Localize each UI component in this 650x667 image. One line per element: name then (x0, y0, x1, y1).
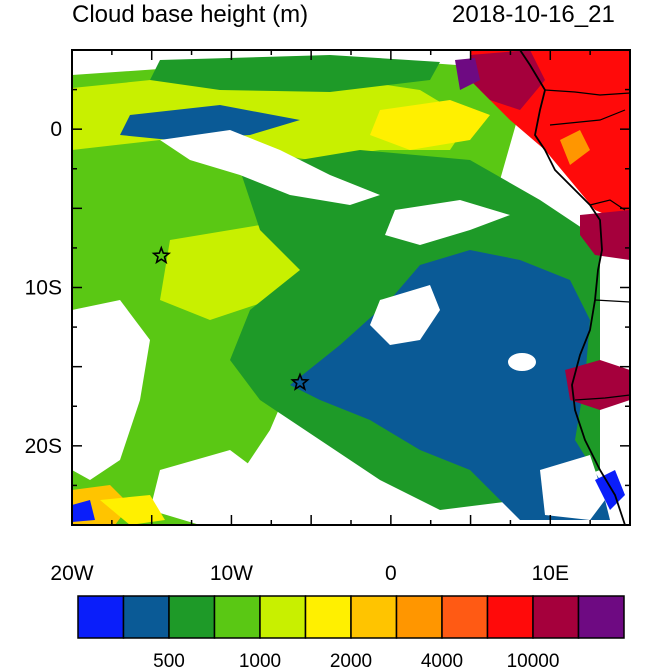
y-tick-label: 20S (25, 435, 62, 458)
axis-ticks: 20W 10W 0 10E 0 10S 20S (25, 49, 631, 585)
colorbar-swatch (168, 595, 216, 639)
colorbar-label: 2000 (330, 651, 372, 667)
star-marker-north (151, 245, 172, 265)
clear-sky-gap-central (385, 200, 510, 245)
colorbar-swatch (395, 595, 443, 639)
colorbar-swatch (441, 595, 489, 639)
x-tick-label: 20W (50, 562, 93, 585)
colorbar-swatch (259, 595, 307, 639)
colorbar: 500 1000 2000 4000 10000 (77, 595, 625, 667)
colorbar-swatch (304, 595, 352, 639)
markers-layer (151, 245, 310, 391)
land-top-cloud (455, 58, 480, 90)
land-mid-cloud (560, 130, 590, 165)
colorbar-swatch (122, 595, 170, 639)
map-title: Cloud base height (m) (72, 1, 309, 28)
colorbar-swatch (77, 595, 125, 639)
cloud-field-very-low-west (72, 500, 95, 522)
cloud-field-yellow-north (370, 100, 490, 150)
x-tick-label: 0 (385, 562, 397, 585)
clear-sky-gap-west (160, 130, 380, 205)
clear-sky-gap-south-east (540, 455, 605, 520)
land-very-high-cloud-2 (580, 210, 630, 260)
land-very-high-cloud (470, 50, 545, 110)
colorbar-swatch (577, 595, 625, 639)
star-marker-south (290, 372, 310, 391)
colorbar-swatch (486, 595, 534, 639)
colorbar-swatch (213, 595, 261, 639)
map-panel (72, 50, 630, 525)
cloud-field-dark-green-north (150, 55, 440, 92)
map-timestamp: 2018-10-16_21 (452, 1, 615, 28)
x-tick-label: 10E (532, 562, 569, 585)
cloud-field-yellow-southwest (100, 495, 165, 525)
country-border-3 (589, 199, 626, 211)
country-border-1 (544, 89, 630, 96)
y-tick-label: 0 (50, 118, 62, 141)
african-coastline (519, 50, 626, 525)
clear-sky-gap-coast (370, 285, 440, 345)
colorbar-swatch (532, 595, 580, 639)
cloud-field-low-north-strip (120, 105, 300, 140)
clear-sky-hole (508, 353, 536, 371)
colorbar-swatch (350, 595, 398, 639)
colorbar-label: 500 (153, 651, 185, 667)
clear-sky-gap-south-west (72, 300, 150, 480)
colorbar-label: 1000 (239, 651, 281, 667)
colorbar-label: 10000 (507, 651, 560, 667)
cloud-field-stratocumulus-deck (290, 250, 610, 520)
country-border-4 (594, 299, 630, 303)
clear-sky-gap-south (150, 450, 270, 525)
y-tick-label: 10S (25, 277, 62, 300)
x-tick-label: 10W (210, 562, 253, 585)
colorbar-label: 4000 (421, 651, 463, 667)
country-border-5 (574, 394, 630, 401)
country-border-2 (549, 109, 626, 126)
